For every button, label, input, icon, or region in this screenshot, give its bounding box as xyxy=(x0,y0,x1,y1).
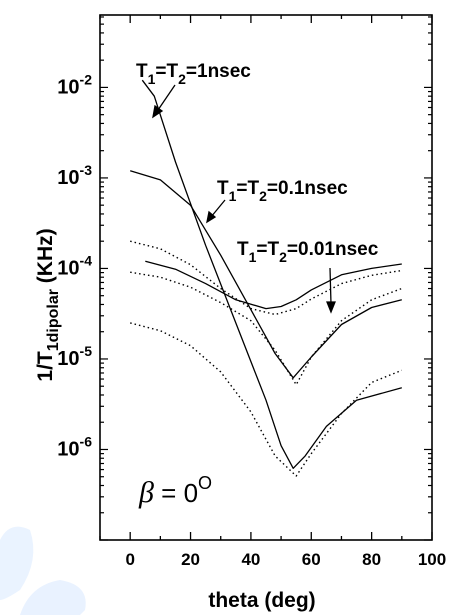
y-axis-title-main: 1/T xyxy=(34,351,57,382)
x-axis-ticks: 0 20 40 60 80 100 xyxy=(99,15,446,569)
arrow-1nsec-head xyxy=(152,104,164,119)
arrow-0.01nsec-head xyxy=(326,301,336,314)
series-line-3 xyxy=(145,260,402,310)
series-line-5 xyxy=(130,271,403,386)
series-line-1 xyxy=(141,79,402,469)
watermark xyxy=(0,526,86,615)
arrow-0.1nsec-head xyxy=(206,210,217,224)
series-line-4 xyxy=(130,240,402,316)
annotation-label-0.1nsec: T1=T2=0.1nsec xyxy=(217,178,348,204)
annotation-label-1nsec: T1=T2=1nsec xyxy=(136,61,251,87)
plot-frame xyxy=(99,14,433,541)
x-tick-label: 80 xyxy=(362,550,381,569)
y-axis-title: 1/T1dipolar (KHz) xyxy=(34,228,62,381)
x-tick-label: 100 xyxy=(418,550,446,569)
x-tick-label: 40 xyxy=(241,550,260,569)
x-axis-title: theta (deg) xyxy=(208,589,315,612)
arrow-1nsec xyxy=(157,84,176,111)
x-tick-label: 0 xyxy=(125,550,134,569)
y-tick-label: 10-6 xyxy=(57,433,92,460)
y-tick-label: 10-5 xyxy=(57,343,92,370)
annotation-arrows xyxy=(152,84,336,314)
y-tick-label: 10-2 xyxy=(57,71,92,98)
x-tick-label: 60 xyxy=(302,550,321,569)
y-axis-ticks: 10-6 10-5 10-4 10-3 10-2 xyxy=(57,16,432,541)
y-tick-label: 10-4 xyxy=(57,252,92,279)
arrow-0.01nsec xyxy=(329,267,332,305)
arrow-0.1nsec xyxy=(210,199,226,218)
series-line-2 xyxy=(130,170,402,379)
y-axis-title-unit: (KHz) xyxy=(34,228,57,289)
x-tick-label: 20 xyxy=(181,550,200,569)
annotation-label-0.01nsec: T1=T2=0.01nsec xyxy=(237,239,379,265)
series-layer xyxy=(130,79,403,477)
y-axis-title-subscript: 1dipolar xyxy=(45,289,62,351)
y-tick-label: 10-3 xyxy=(57,162,92,189)
beta-label: β = 0O xyxy=(138,473,212,509)
